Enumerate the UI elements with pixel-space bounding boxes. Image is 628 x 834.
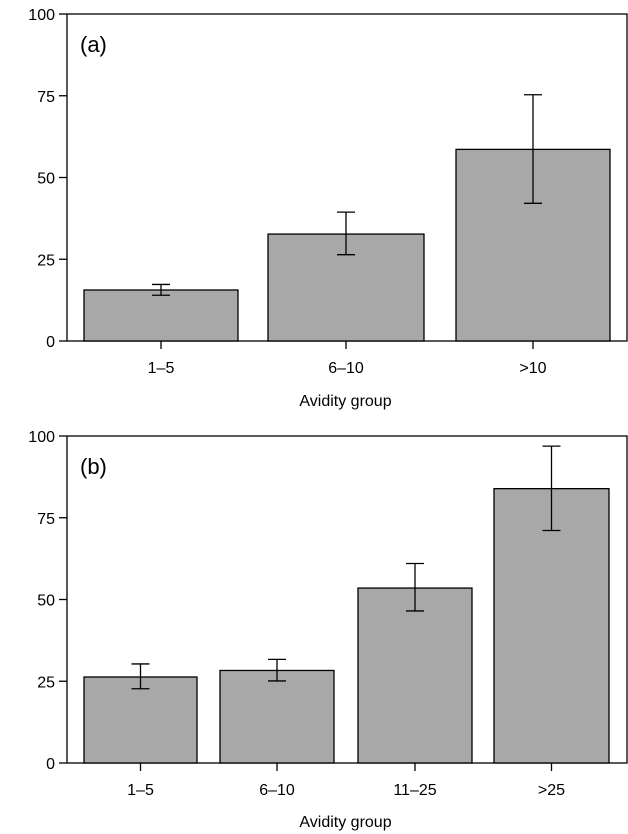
x-tick-label: 11–25 (393, 782, 436, 799)
bar (357, 587, 473, 764)
bar (219, 669, 335, 764)
y-tick-label: 0 (46, 756, 55, 773)
bar (83, 289, 239, 342)
y-tick-label: 100 (28, 7, 55, 24)
bar (83, 676, 198, 764)
x-axis-label: Avidity group (299, 393, 391, 410)
y-tick-label: 50 (37, 171, 55, 188)
y-tick-label: 50 (37, 593, 55, 610)
y-tick-label: 75 (37, 89, 55, 106)
x-tick-label: 1–5 (148, 360, 175, 377)
y-tick-label: 75 (37, 511, 55, 528)
y-tick-label: 100 (28, 429, 55, 446)
x-tick-label: >25 (538, 782, 565, 799)
y-tick-label: 25 (37, 674, 55, 691)
y-tick-label: 25 (37, 252, 55, 269)
x-tick-label: 6–10 (328, 360, 364, 377)
y-tick-label: 0 (46, 334, 55, 351)
x-axis-label: Avidity group (299, 814, 391, 831)
chart-panel-b: 0 25 50 75 100 1–5 6–10 11–25 >25 Avidity group (b… (28, 429, 628, 831)
panel-label: (a) (80, 32, 107, 57)
bar (493, 487, 610, 764)
chart-panel-a: 0 25 50 75 100 1–5 6–10 >10 Avidity group (a) (28, 7, 628, 410)
panel-label: (b) (80, 454, 107, 479)
x-tick-label: 6–10 (259, 782, 295, 799)
x-tick-label: >10 (519, 360, 546, 377)
x-tick-label: 1–5 (127, 782, 154, 799)
